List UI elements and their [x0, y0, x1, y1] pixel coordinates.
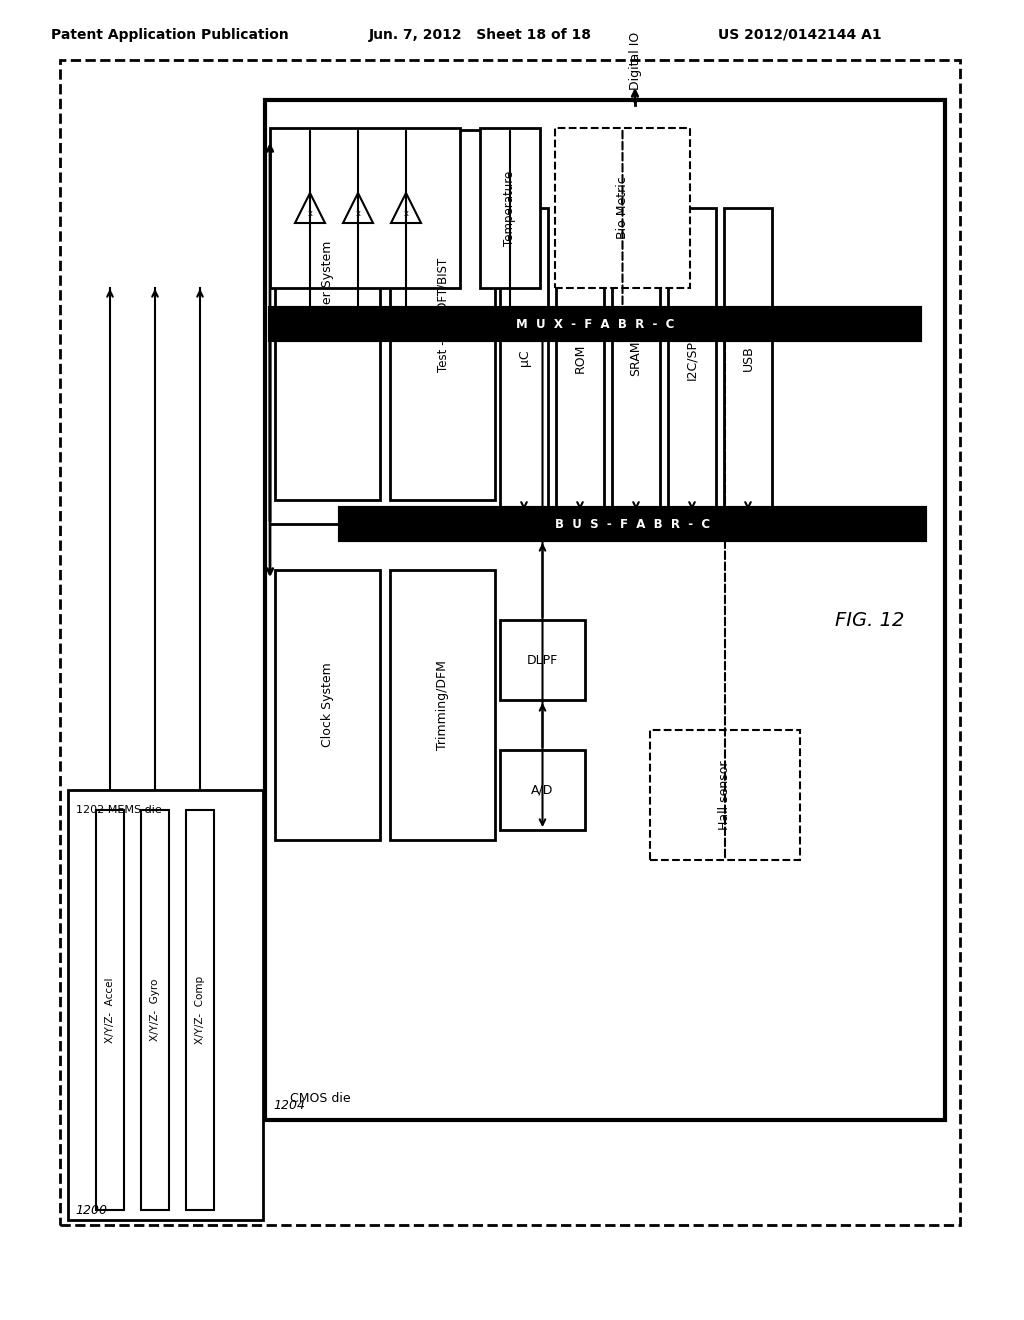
Bar: [555, 128, 690, 288]
Text: B  U  S  -  F  A  B  R  -  C: B U S - F A B R - C: [555, 517, 710, 531]
Text: US 2012/0142144 A1: US 2012/0142144 A1: [718, 28, 882, 42]
Text: Power System: Power System: [321, 240, 334, 329]
Text: I2C/SPI: I2C/SPI: [685, 337, 698, 380]
Bar: [270, 128, 460, 288]
Bar: [500, 750, 585, 830]
Bar: [500, 620, 585, 700]
Bar: [556, 209, 604, 508]
Text: Digital IO: Digital IO: [629, 32, 641, 90]
Bar: [141, 810, 169, 1210]
Text: Test -   ST/DFT/BIST: Test - ST/DFT/BIST: [436, 257, 449, 372]
Text: 1204: 1204: [273, 1100, 305, 1111]
Bar: [96, 810, 124, 1210]
Text: M  U  X  -  F  A  B  R  -  C: M U X - F A B R - C: [516, 318, 674, 330]
Text: A/D: A/D: [531, 784, 554, 796]
Bar: [480, 128, 540, 288]
Text: SRAM: SRAM: [630, 341, 642, 376]
Text: X/Y/Z-  Gyro: X/Y/Z- Gyro: [150, 979, 160, 1041]
Bar: [186, 810, 214, 1210]
Text: Hall sensor: Hall sensor: [719, 760, 731, 830]
Text: X/Y/Z-  Comp: X/Y/Z- Comp: [195, 975, 205, 1044]
Bar: [500, 209, 548, 508]
Text: X/Y/Z-  Accel: X/Y/Z- Accel: [105, 977, 115, 1043]
Text: FIG. 12: FIG. 12: [836, 610, 904, 630]
Bar: [275, 129, 380, 500]
Bar: [390, 129, 495, 500]
Bar: [668, 209, 716, 508]
Text: ROM: ROM: [573, 343, 587, 372]
Text: CMOS die: CMOS die: [290, 1092, 350, 1105]
Bar: [724, 209, 772, 508]
Bar: [650, 730, 800, 861]
Text: 1200: 1200: [75, 1204, 106, 1217]
Text: x: x: [355, 209, 360, 218]
Text: USB: USB: [741, 345, 755, 371]
Bar: [68, 789, 263, 1220]
Bar: [60, 59, 961, 1225]
Text: Trimming/DFM: Trimming/DFM: [436, 660, 449, 750]
Bar: [265, 100, 945, 1119]
Text: 1202 MEMS die: 1202 MEMS die: [76, 805, 162, 814]
Text: Bio Metric: Bio Metric: [616, 177, 629, 239]
Text: x: x: [403, 209, 409, 218]
Bar: [270, 308, 920, 341]
Bar: [340, 508, 925, 540]
Bar: [390, 570, 495, 840]
Text: Jun. 7, 2012   Sheet 18 of 18: Jun. 7, 2012 Sheet 18 of 18: [369, 28, 592, 42]
Text: DLPF: DLPF: [527, 653, 558, 667]
Bar: [275, 570, 380, 840]
Bar: [612, 209, 660, 508]
Text: x: x: [307, 209, 312, 218]
Text: Temperature: Temperature: [504, 170, 516, 246]
Text: μC: μC: [517, 350, 530, 367]
Text: Patent Application Publication: Patent Application Publication: [51, 28, 289, 42]
Text: Clock System: Clock System: [321, 663, 334, 747]
